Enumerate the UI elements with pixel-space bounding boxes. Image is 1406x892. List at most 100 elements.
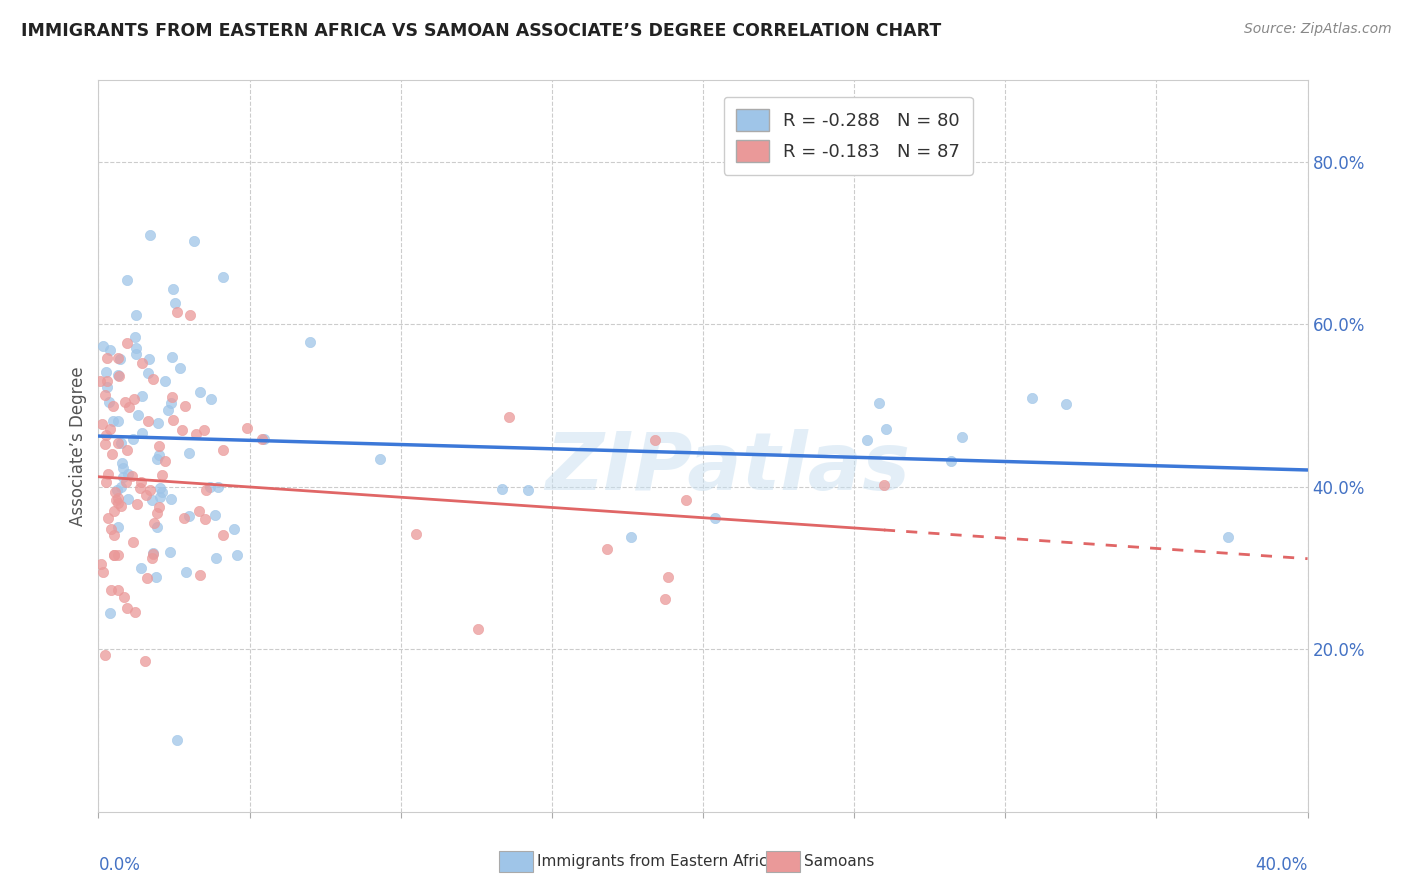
Point [96, 351, 118, 365]
Point [145, 506, 167, 520]
Point [110, 499, 132, 513]
Point [142, 372, 165, 386]
Point [159, 396, 181, 410]
Point [124, 330, 146, 344]
Point [148, 448, 170, 462]
Point [112, 461, 135, 475]
Point [97, 467, 120, 481]
Point [250, 432, 273, 446]
Point [657, 570, 679, 584]
Point [160, 351, 183, 365]
Point [107, 495, 129, 509]
Point [135, 488, 157, 502]
Point [145, 570, 167, 584]
Point [121, 469, 143, 483]
Point [193, 424, 215, 438]
Point [183, 234, 205, 248]
Point [142, 516, 165, 530]
Point [107, 520, 129, 534]
Point [162, 413, 184, 427]
Point [98, 422, 121, 436]
Point [107, 368, 129, 382]
Point [125, 341, 148, 355]
Point [165, 295, 187, 310]
Point [128, 481, 150, 495]
Point [236, 421, 259, 435]
Point [110, 435, 132, 450]
Point [103, 504, 125, 518]
Point [950, 430, 973, 444]
Point [111, 456, 134, 470]
Point [173, 400, 195, 414]
Text: Immigrants from Eastern Africa: Immigrants from Eastern Africa [537, 855, 778, 869]
Point [498, 410, 520, 425]
Point [94, 428, 117, 442]
Point [200, 480, 222, 494]
Point [98, 607, 121, 621]
Point [166, 733, 188, 747]
Point [141, 551, 163, 566]
Point [129, 475, 152, 490]
Point [160, 390, 183, 404]
Point [115, 442, 138, 457]
Point [129, 561, 152, 575]
Point [467, 623, 489, 637]
Point [644, 433, 666, 447]
Point [704, 511, 727, 525]
Text: Source: ZipAtlas.com: Source: ZipAtlas.com [1244, 22, 1392, 37]
Point [142, 546, 165, 560]
Point [118, 400, 141, 414]
Point [166, 305, 188, 319]
Point [146, 452, 169, 467]
Point [117, 491, 139, 506]
Point [157, 403, 180, 417]
Point [94, 365, 117, 379]
Point [135, 571, 157, 585]
Point [117, 467, 139, 481]
Point [142, 547, 165, 561]
Point [103, 548, 125, 562]
Point [91, 417, 114, 431]
Point [939, 454, 962, 468]
Text: ZIPatlas: ZIPatlas [544, 429, 910, 507]
Point [110, 480, 132, 494]
Point [194, 512, 217, 526]
Point [122, 432, 145, 446]
Point [491, 482, 513, 496]
Point [136, 414, 159, 428]
Point [94, 388, 117, 402]
Point [159, 545, 181, 559]
Point [226, 549, 249, 563]
Point [107, 491, 129, 505]
Point [875, 422, 897, 436]
Point [107, 351, 129, 366]
Point [131, 356, 153, 370]
Point [211, 269, 233, 284]
Point [138, 228, 160, 243]
Point [405, 527, 427, 541]
Point [150, 485, 173, 500]
Point [131, 425, 153, 440]
Point [94, 648, 117, 662]
Point [115, 600, 138, 615]
Point [98, 343, 121, 357]
Point [93, 437, 115, 451]
Point [177, 446, 200, 460]
Point [117, 335, 139, 350]
Point [96, 374, 118, 388]
Point [100, 522, 122, 536]
Point [212, 528, 235, 542]
Point [107, 548, 129, 562]
Point [104, 485, 127, 500]
Point [108, 352, 131, 367]
Point [108, 369, 131, 384]
Point [103, 548, 125, 562]
Point [98, 395, 121, 409]
Point [125, 347, 148, 361]
Point [162, 282, 184, 296]
Point [124, 392, 146, 406]
Point [112, 591, 135, 605]
Point [205, 550, 228, 565]
Point [91, 565, 114, 579]
Point [148, 417, 170, 431]
